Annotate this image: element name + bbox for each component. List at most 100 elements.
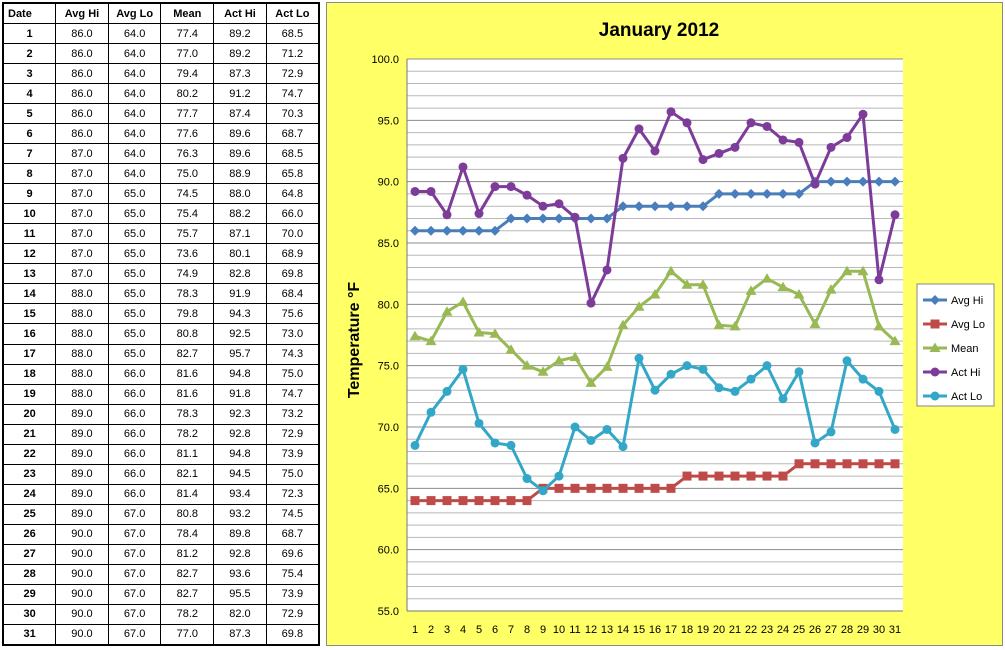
value-cell: 88.0 — [55, 343, 109, 365]
table-row: 24 89.0 66.0 81.4 93.4 72.3 — [2, 483, 320, 505]
table-row: 1 86.0 64.0 77.4 89.2 68.5 — [2, 22, 320, 45]
value-cell: 89.0 — [55, 483, 109, 505]
chart-title: January 2012 — [599, 20, 719, 41]
series-marker — [522, 496, 532, 506]
series-marker — [794, 137, 804, 147]
value-cell: 86.0 — [55, 123, 109, 145]
series-marker — [809, 318, 821, 328]
date-cell: 23 — [2, 463, 57, 485]
value-cell: 65.8 — [265, 163, 320, 185]
value-cell: 71.2 — [265, 43, 320, 65]
table-row: 3 86.0 64.0 79.4 87.3 72.9 — [2, 63, 320, 85]
series-marker — [858, 109, 868, 119]
value-cell: 94.3 — [213, 303, 267, 325]
series-marker — [490, 496, 500, 506]
value-cell: 74.5 — [265, 503, 320, 525]
table-row: 11 87.0 65.0 75.7 87.1 70.0 — [2, 223, 320, 245]
series-marker — [826, 459, 836, 469]
series-marker — [794, 367, 804, 377]
series-marker — [426, 496, 436, 506]
series-marker — [586, 435, 596, 445]
series-marker — [522, 190, 532, 200]
x-tick-label: 10 — [553, 624, 565, 636]
value-cell: 80.8 — [160, 503, 215, 525]
series-marker — [569, 351, 581, 362]
series-marker — [826, 176, 836, 187]
value-cell: 81.2 — [160, 543, 215, 565]
date-cell: 20 — [2, 403, 57, 425]
x-tick-label: 1 — [412, 624, 418, 636]
value-cell: 80.1 — [213, 243, 267, 265]
value-cell: 90.0 — [55, 603, 109, 625]
date-cell: 29 — [2, 583, 57, 605]
value-cell: 64.0 — [107, 83, 162, 105]
series-marker — [842, 356, 852, 366]
column-header: Avg Hi — [55, 2, 109, 24]
y-tick-label: 70.0 — [378, 422, 399, 434]
table-row: 20 89.0 66.0 78.3 92.3 73.2 — [2, 403, 320, 425]
value-cell: 89.0 — [55, 403, 109, 425]
value-cell: 77.0 — [160, 43, 215, 65]
date-cell: 18 — [2, 363, 57, 385]
series-marker — [634, 201, 644, 212]
series-marker — [650, 201, 660, 212]
value-cell: 89.8 — [213, 523, 267, 545]
value-cell: 73.9 — [265, 583, 320, 605]
value-cell: 82.7 — [160, 563, 215, 585]
date-cell: 26 — [2, 523, 57, 545]
value-cell: 67.0 — [107, 603, 162, 625]
series-marker — [634, 353, 644, 363]
value-cell: 90.0 — [55, 563, 109, 585]
y-tick-label: 55.0 — [378, 606, 399, 618]
table-row: 27 90.0 67.0 81.2 92.8 69.6 — [2, 543, 320, 565]
series-marker — [618, 483, 628, 493]
value-cell: 77.4 — [160, 22, 215, 45]
value-cell: 66.0 — [107, 443, 162, 465]
date-cell: 7 — [2, 143, 57, 165]
date-cell: 30 — [2, 603, 57, 625]
series-marker — [538, 213, 548, 224]
x-tick-label: 15 — [633, 624, 645, 636]
series-marker — [857, 265, 869, 276]
series-marker — [473, 327, 485, 337]
value-cell: 94.8 — [213, 443, 267, 465]
value-cell: 87.0 — [55, 203, 109, 225]
series-marker — [426, 225, 436, 236]
value-cell: 89.2 — [213, 43, 267, 65]
value-cell: 65.0 — [107, 303, 162, 325]
value-cell: 78.4 — [160, 523, 215, 545]
series-marker — [794, 188, 804, 199]
series-marker — [698, 201, 708, 212]
series-marker — [730, 471, 740, 481]
series-marker — [682, 118, 692, 128]
series-marker — [698, 471, 708, 481]
series-marker — [442, 386, 452, 396]
x-tick-label: 4 — [460, 624, 466, 636]
value-cell: 78.2 — [160, 423, 215, 445]
value-cell: 68.7 — [265, 523, 320, 545]
series-marker — [521, 360, 533, 370]
series-marker — [538, 201, 548, 211]
value-cell: 92.5 — [213, 323, 267, 345]
column-header: Act Hi — [213, 2, 267, 24]
value-cell: 88.9 — [213, 163, 267, 185]
value-cell: 75.0 — [265, 463, 320, 485]
value-cell: 74.7 — [265, 383, 320, 405]
series-marker — [681, 279, 693, 289]
table-row: 22 89.0 66.0 81.1 94.8 73.9 — [2, 443, 320, 465]
table-row: 17 88.0 65.0 82.7 95.7 74.3 — [2, 343, 320, 365]
series-marker — [506, 496, 516, 506]
series-marker — [746, 118, 756, 128]
series-marker — [930, 319, 940, 329]
value-cell: 87.0 — [55, 163, 109, 185]
temperature-table: Date Avg Hi Avg Lo Mean Act Hi Act Lo 1 86.0 64… — [2, 2, 320, 646]
value-cell: 94.5 — [213, 463, 267, 485]
value-cell: 64.0 — [107, 143, 162, 165]
value-cell: 87.3 — [213, 623, 267, 646]
series-marker — [730, 142, 740, 152]
x-tick-label: 12 — [585, 624, 597, 636]
value-cell: 67.0 — [107, 523, 162, 545]
date-cell: 12 — [2, 243, 57, 265]
table-row: 2 86.0 64.0 77.0 89.2 71.2 — [2, 43, 320, 65]
date-cell: 25 — [2, 503, 57, 525]
